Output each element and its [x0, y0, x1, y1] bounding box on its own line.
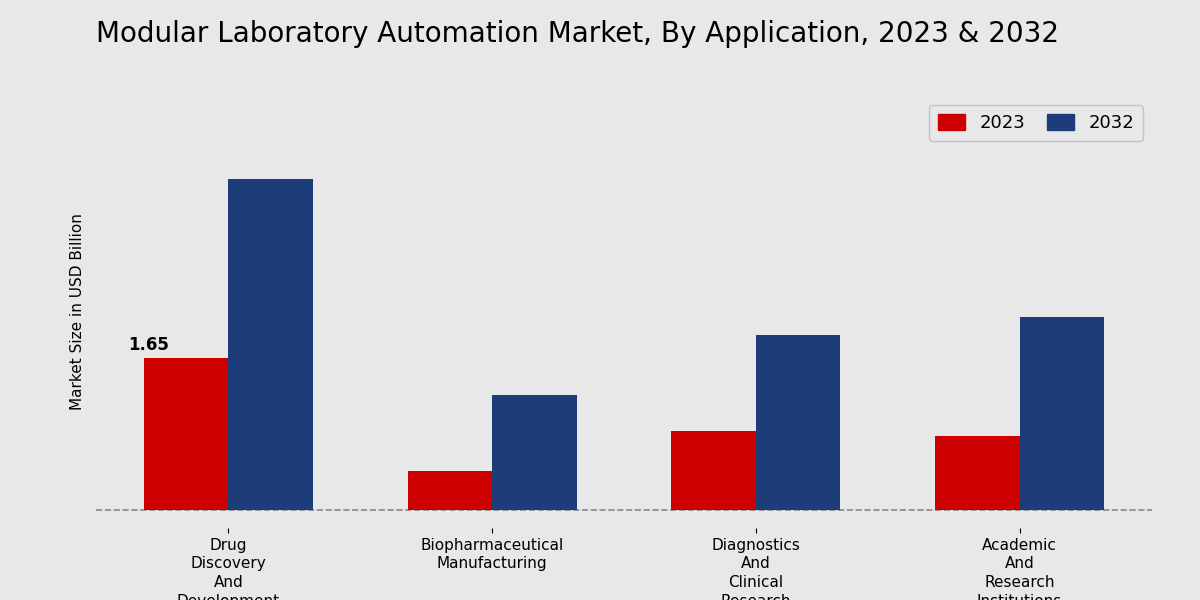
Bar [672, 431, 756, 509]
Bar [408, 471, 492, 509]
Bar [1020, 317, 1104, 509]
Bar [935, 436, 1020, 509]
Bar [756, 335, 840, 509]
Bar [492, 395, 576, 509]
Text: Modular Laboratory Automation Market, By Application, 2023 & 2032: Modular Laboratory Automation Market, By… [96, 20, 1060, 48]
Y-axis label: Market Size in USD Billion: Market Size in USD Billion [70, 214, 85, 410]
Bar [144, 358, 228, 509]
Legend: 2023, 2032: 2023, 2032 [929, 105, 1142, 142]
Text: 1.65: 1.65 [128, 336, 169, 354]
Bar [228, 179, 313, 509]
